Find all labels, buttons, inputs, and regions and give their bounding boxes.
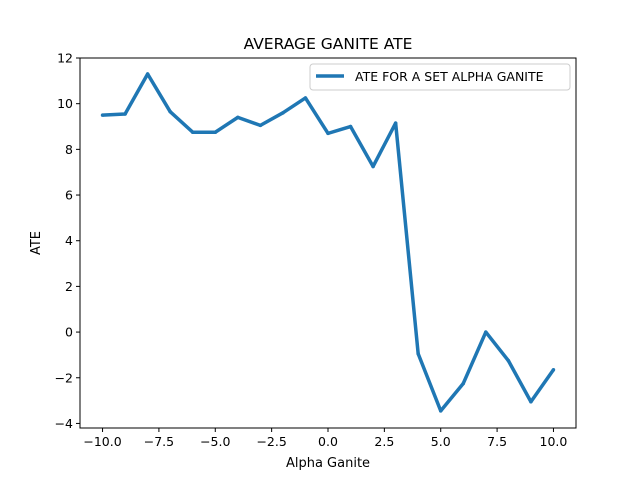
data-point	[303, 96, 308, 100]
x-tick-label: 2.5	[374, 434, 394, 449]
data-point	[461, 381, 466, 386]
x-tick-label: 7.5	[487, 434, 507, 449]
data-point	[190, 130, 195, 134]
x-tick-label: −7.5	[144, 434, 174, 449]
data-point	[100, 113, 105, 117]
data-point	[529, 399, 533, 404]
data-point	[213, 130, 218, 134]
x-tick-label: −10.0	[83, 434, 121, 449]
y-axis-label: ATE	[29, 231, 44, 255]
x-tick-label: 10.0	[540, 434, 568, 449]
x-tick-label: −2.5	[256, 434, 286, 449]
y-tick-label: 0	[65, 325, 73, 340]
y-tick-label: 12	[57, 51, 73, 66]
legend: ATE FOR A SET ALPHA GANITE	[309, 63, 571, 91]
legend-entry: ATE FOR A SET ALPHA GANITE	[355, 69, 544, 84]
data-point	[393, 121, 398, 125]
data-point	[506, 358, 511, 363]
y-axis: −4 −2 0 2 4 6 8 10 12	[55, 51, 80, 431]
chart-title: AVERAGE GANITE ATE	[244, 35, 413, 53]
data-point	[484, 330, 488, 334]
series-layer	[100, 72, 556, 413]
y-tick-label: 4	[65, 233, 73, 248]
x-axis-label: Alpha Ganite	[286, 456, 370, 471]
x-axis: −10.0 −7.5 −5.0 −2.5 0.0 2.5 5.0 7.5 10.0	[83, 428, 567, 449]
data-point	[438, 409, 443, 413]
x-tick-label: −5.0	[200, 434, 230, 449]
x-tick-label: 5.0	[431, 434, 451, 449]
data-point	[123, 112, 127, 116]
data-point	[348, 124, 353, 129]
x-tick-label: 0.0	[318, 434, 338, 449]
data-point	[281, 111, 285, 115]
y-tick-label: −4	[55, 416, 73, 431]
y-tick-label: 8	[65, 142, 73, 157]
data-point	[145, 72, 150, 76]
data-point	[371, 164, 375, 169]
y-tick-label: 10	[57, 96, 73, 111]
y-tick-label: 6	[65, 188, 73, 203]
data-point	[168, 109, 172, 114]
y-tick-label: 2	[65, 279, 73, 294]
plot-frame	[79, 57, 577, 429]
data-point	[551, 368, 556, 372]
y-tick-label: −2	[55, 370, 73, 385]
data-point	[416, 352, 420, 356]
data-point	[326, 131, 330, 136]
data-point	[258, 123, 263, 128]
plot-area	[79, 57, 577, 429]
series-line	[102, 72, 555, 413]
legend-box	[309, 63, 571, 91]
data-point	[236, 115, 240, 120]
